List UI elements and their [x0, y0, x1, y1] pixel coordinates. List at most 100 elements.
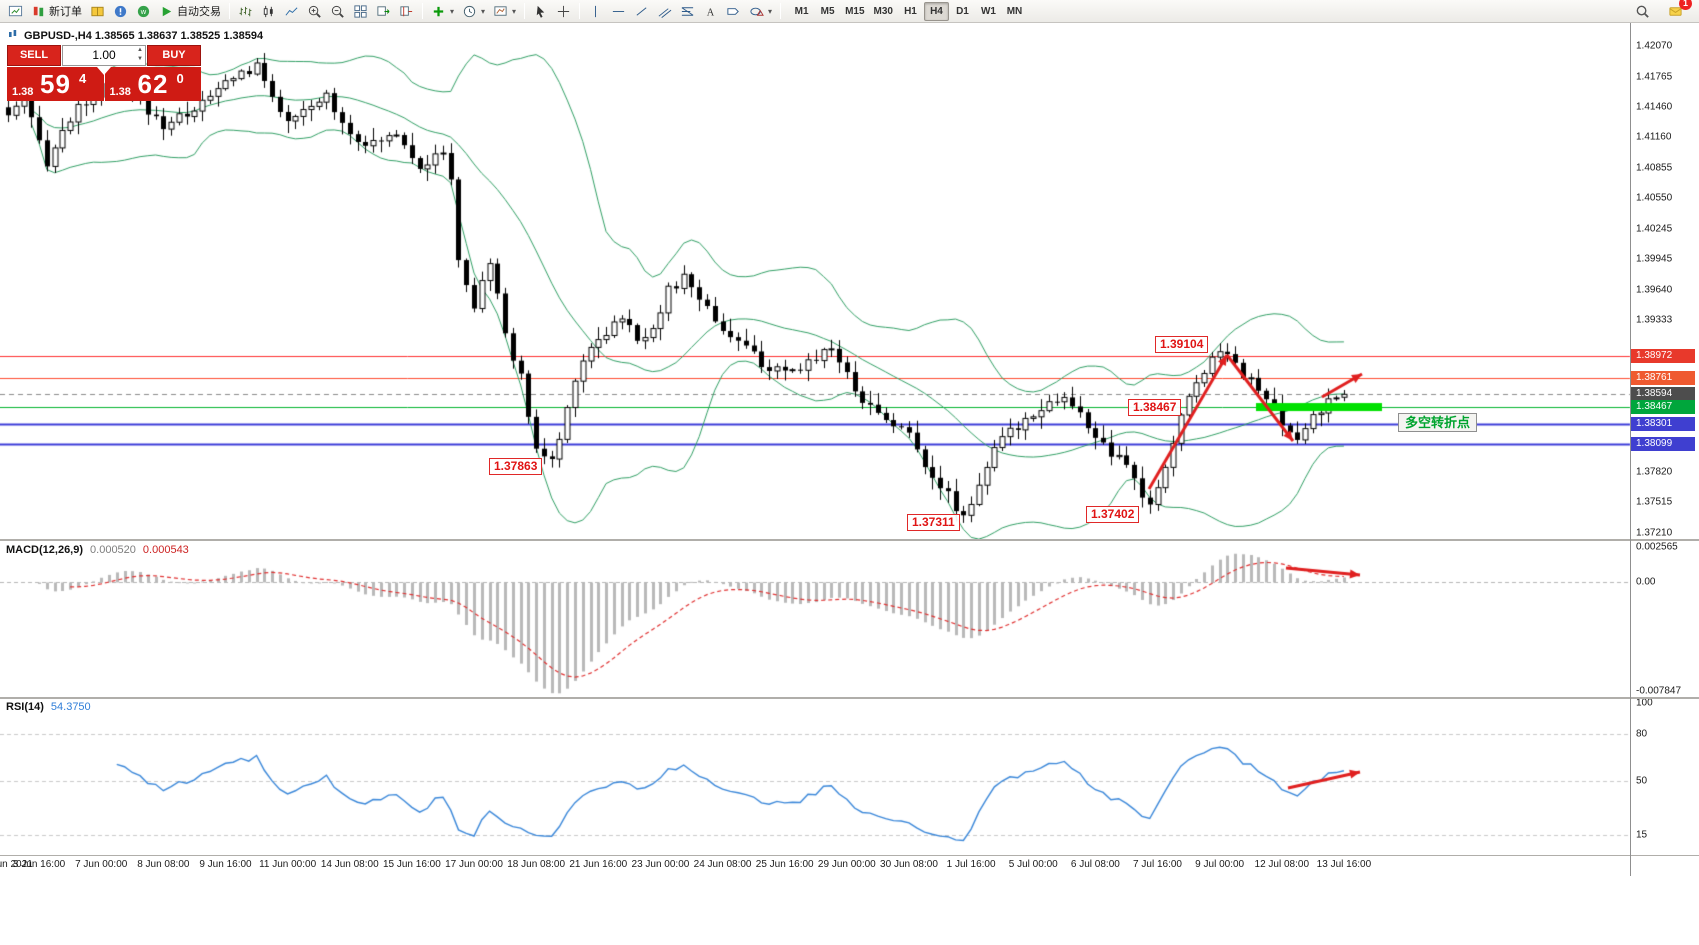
turning-point-label[interactable]: 多空转折点 — [1398, 413, 1478, 432]
notifications-icon[interactable]: 1 — [1664, 0, 1692, 21]
bars-chart-icon[interactable] — [234, 1, 257, 21]
fibonacci-icon[interactable] — [676, 1, 699, 21]
indicators-icon[interactable]: ▾ — [427, 1, 458, 21]
price-flag[interactable]: 1.37402 — [1086, 506, 1140, 523]
macd-scale-label: 0.00 — [1636, 576, 1656, 588]
time-axis-label: 6 Jul 08:00 — [1070, 859, 1120, 870]
timeframe-M1[interactable]: M1 — [794, 5, 809, 17]
bid-pipette: 4 — [79, 71, 87, 86]
market-news-icon[interactable] — [109, 1, 132, 21]
main-chart-canvas[interactable] — [0, 23, 1699, 539]
timeframe-D1[interactable]: D1 — [956, 5, 969, 17]
volume-down-arrow[interactable]: ▼ — [137, 56, 143, 62]
macd-scale-label: -0.007847 — [1636, 685, 1682, 697]
time-axis-label: 14 Jun 08:00 — [320, 859, 379, 870]
timeframe-H4[interactable]: H4 — [923, 1, 949, 21]
time-axis-label: 1 Jul 16:00 — [946, 859, 996, 870]
timeframe-M15[interactable]: M15 — [845, 5, 865, 17]
bid-price-display[interactable]: 1.38 59 4 — [7, 67, 104, 101]
periods-icon[interactable]: ▾ — [458, 1, 489, 21]
chart-shift-icon — [399, 4, 414, 19]
toolbar-separator — [524, 3, 526, 19]
candlestick-chart-icon — [261, 4, 276, 19]
label-tool-icon — [726, 4, 741, 19]
chart-symbol-icon — [8, 29, 18, 42]
chevron-down-icon[interactable]: ▾ — [481, 6, 486, 16]
autotrading-button[interactable]: 自动交易 — [155, 1, 225, 21]
volume-input[interactable]: 1.00 ▲ ▼ — [62, 45, 146, 66]
price-flag[interactable]: 1.38467 — [1128, 399, 1182, 416]
timeframe-M5[interactable]: M5 — [820, 5, 835, 17]
new-order-button[interactable]: 新订单 — [27, 1, 86, 21]
horizontal-line-icon[interactable] — [607, 1, 630, 21]
macd-panel-canvas[interactable] — [0, 541, 1699, 697]
time-axis-label: 18 Jun 08:00 — [507, 859, 566, 870]
sell-button[interactable]: SELL — [7, 45, 61, 66]
cursor-icon[interactable] — [529, 1, 552, 21]
price-axis-label: 1.41160 — [1636, 131, 1672, 143]
rsi-name: RSI(14) — [6, 701, 44, 713]
timeframe-H1[interactable]: H1 — [904, 5, 917, 17]
zoom-out-icon[interactable] — [326, 1, 349, 21]
auto-scroll-icon[interactable] — [372, 1, 395, 21]
vertical-line-icon[interactable] — [584, 1, 607, 21]
indicators-icon — [431, 4, 446, 19]
templates-icon[interactable]: ▾ — [489, 1, 520, 21]
ask-price-display[interactable]: 1.38 62 0 — [104, 67, 201, 101]
symbol-info-text: GBPUSD-,H4 1.38565 1.38637 1.38525 1.385… — [24, 29, 264, 42]
time-axis-label: 15 Jun 16:00 — [382, 859, 441, 870]
volume-up-arrow[interactable]: ▲ — [137, 47, 143, 53]
zoom-in-icon[interactable] — [303, 1, 326, 21]
ask-pipette: 0 — [176, 71, 184, 86]
community-icon[interactable]: w — [132, 1, 155, 21]
candlestick-chart-icon[interactable] — [257, 1, 280, 21]
text-tool-icon: A — [703, 4, 718, 19]
shapes-icon[interactable]: ▾ — [745, 1, 776, 21]
trendline-icon[interactable] — [630, 1, 653, 21]
toolbar-right: 1 — [1631, 0, 1695, 21]
panel-divider[interactable] — [0, 697, 1699, 699]
crosshair-icon[interactable] — [552, 1, 575, 21]
history-center-icon[interactable] — [86, 1, 109, 21]
toolbar: 新订单 w 自动交易 ▾ ▾ ▾ A ▾ M1 M5 M15 M30 H1 H4 D1 W1 MN 1 — [0, 0, 1699, 23]
tile-windows-icon[interactable] — [349, 1, 372, 21]
timeframe-group: M1 M5 M15 M30 H1 H4 D1 W1 MN — [789, 1, 1027, 21]
chart-shift-icon[interactable] — [395, 1, 418, 21]
label-tool-icon[interactable] — [722, 1, 745, 21]
chevron-down-icon[interactable]: ▾ — [450, 6, 455, 16]
symbol-info: GBPUSD-,H4 1.38565 1.38637 1.38525 1.385… — [8, 29, 263, 42]
periods-icon — [462, 4, 477, 19]
chevron-down-icon[interactable]: ▾ — [512, 6, 517, 16]
equidistant-channel-icon[interactable] — [653, 1, 676, 21]
community-icon: w — [136, 4, 151, 19]
price-flag[interactable]: 1.39104 — [1155, 336, 1209, 353]
time-axis-label: 29 Jun 00:00 — [817, 859, 876, 870]
search-icon[interactable] — [1631, 1, 1654, 21]
rsi-label: RSI(14) 54.3750 — [6, 701, 91, 713]
line-chart-icon[interactable] — [280, 1, 303, 21]
price-tag: 1.38972 — [1631, 349, 1695, 364]
panel-divider[interactable] — [0, 539, 1699, 541]
time-axis-label: 5 Jul 00:00 — [1008, 859, 1058, 870]
text-tool-icon[interactable]: A — [699, 1, 722, 21]
rsi-panel-canvas[interactable] — [0, 699, 1699, 855]
timeframe-MN[interactable]: MN — [1006, 5, 1023, 17]
price-flag[interactable]: 1.37863 — [489, 458, 543, 475]
timeframe-W1[interactable]: W1 — [980, 5, 996, 17]
macd-scale-label: 0.002565 — [1636, 541, 1678, 553]
chevron-down-icon[interactable]: ▾ — [768, 6, 773, 16]
volume-value: 1.00 — [92, 48, 116, 62]
horizontal-line-icon — [611, 4, 626, 19]
price-flag[interactable]: 1.37311 — [907, 514, 960, 531]
history-center-icon — [90, 4, 105, 19]
price-axis-label: 1.40245 — [1636, 223, 1673, 235]
timeframe-M30[interactable]: M30 — [873, 5, 893, 17]
buy-button[interactable]: BUY — [147, 45, 201, 66]
new-chart-icon[interactable] — [4, 1, 27, 21]
time-axis-label: 11 Jun 00:00 — [259, 859, 317, 870]
bars-chart-icon — [238, 4, 253, 19]
trendline-icon — [634, 4, 649, 19]
templates-icon — [493, 4, 508, 19]
price-tag: 1.38301 — [1631, 416, 1695, 431]
